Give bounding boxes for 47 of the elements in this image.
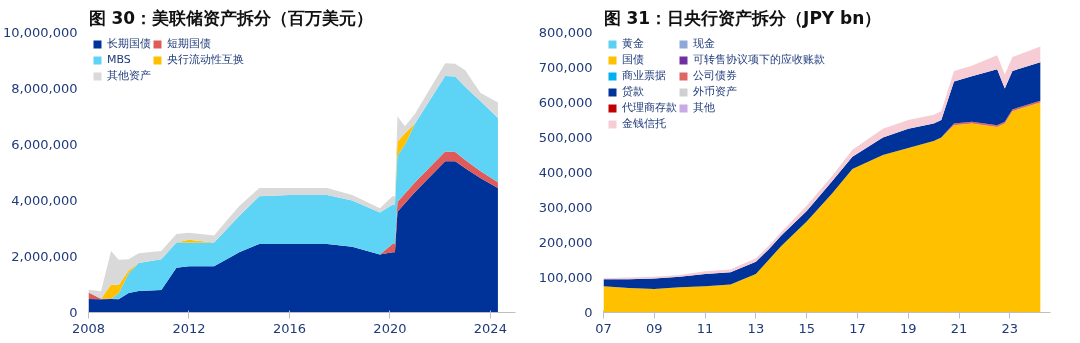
legend-label: 国债 <box>622 52 644 67</box>
chart-title: 图 30：美联储资产拆分（百万美元） <box>88 7 374 28</box>
x-tick-label: 2016 <box>272 320 306 336</box>
y-tick-label: 0 <box>584 305 593 320</box>
y-tick-label: 700,000 <box>538 60 593 75</box>
legend-label: 贷款 <box>622 84 644 99</box>
x-tick-label: 07 <box>595 320 612 336</box>
y-tick-label: 4,000,000 <box>11 193 78 208</box>
y-tick-label: 200,000 <box>538 235 593 250</box>
legend-label: 外币资产 <box>693 84 737 99</box>
legend-label: 代理商存款 <box>622 100 677 115</box>
legend-label: 长期国债 <box>107 36 151 51</box>
y-tick-label: 600,000 <box>538 95 593 110</box>
legend-label: 其他资产 <box>107 68 151 83</box>
y-tick-label: 800,000 <box>538 25 593 40</box>
x-tick-label: 15 <box>798 320 815 336</box>
x-tick-label: 13 <box>747 320 765 336</box>
legend-label: 公司债券 <box>693 68 737 83</box>
x-tick-label: 17 <box>849 320 866 336</box>
x-tick-label: 2020 <box>373 320 407 336</box>
legend-label: 可转售协议项下的应收账款 <box>693 52 825 67</box>
y-tick-label: 6,000,000 <box>11 137 78 152</box>
y-tick-label: 10,000,000 <box>3 25 78 40</box>
x-tick-label: 09 <box>646 320 663 336</box>
y-tick-label: 100,000 <box>538 270 593 285</box>
x-tick-label: 19 <box>900 320 917 336</box>
legend-label: 商业票据 <box>622 68 666 83</box>
y-tick-label: 8,000,000 <box>11 81 78 96</box>
legend-label: 金钱信托 <box>622 116 666 131</box>
legend-label: 央行流动性互换 <box>167 52 244 67</box>
legend-label: 黄金 <box>622 36 644 51</box>
legend-label: 短期国债 <box>167 36 211 51</box>
x-tick-label: 11 <box>696 320 714 336</box>
y-tick-label: 0 <box>69 305 78 320</box>
chart-title: 图 31：日央行资产拆分（JPY bn） <box>603 7 882 28</box>
x-tick-label: 2008 <box>71 320 106 336</box>
x-tick-label: 2012 <box>172 320 206 336</box>
y-tick-label: 300,000 <box>538 200 593 215</box>
legend-label: 其他 <box>693 100 715 115</box>
y-tick-label: 400,000 <box>538 165 593 180</box>
x-tick-label: 21 <box>950 320 968 336</box>
legend-label: 现金 <box>693 36 715 51</box>
legend-label: MBS <box>107 53 131 66</box>
x-tick-label: 2024 <box>473 320 507 336</box>
x-tick-label: 23 <box>1001 320 1019 336</box>
y-tick-label: 2,000,000 <box>11 249 78 264</box>
y-tick-label: 500,000 <box>538 130 593 145</box>
